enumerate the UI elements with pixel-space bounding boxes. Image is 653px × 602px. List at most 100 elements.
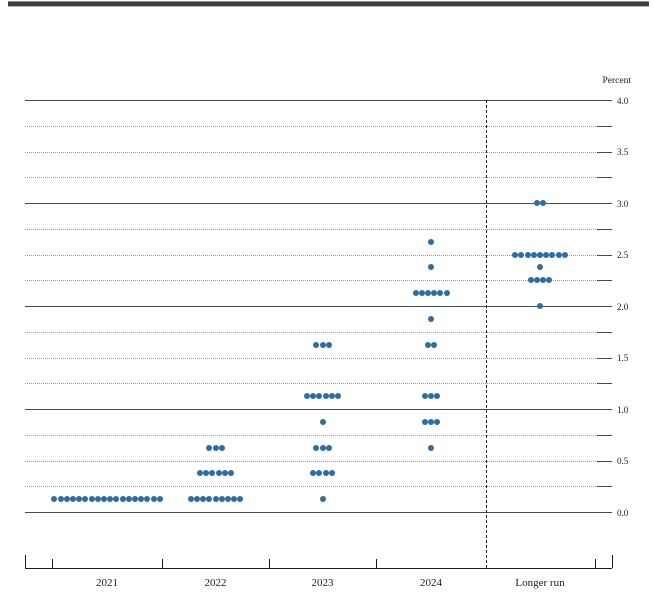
dot-2023-0.625 xyxy=(319,444,326,451)
x-axis-line xyxy=(25,568,612,569)
dot-2022-0.125 xyxy=(224,496,231,503)
dot-2024-2.125 xyxy=(424,290,431,297)
y-axis-tick-1.75 xyxy=(597,331,612,333)
dot-longer-run-2.5 xyxy=(537,251,543,258)
gridline-2.25 xyxy=(25,280,612,282)
dot-2022-0.625 xyxy=(212,444,219,451)
dot-2022-0.125 xyxy=(237,496,244,503)
dot-2021-0.125 xyxy=(88,496,95,503)
dot-2023-1.125 xyxy=(322,393,329,400)
y-axis-tick-2.75 xyxy=(597,228,612,230)
dot-2022-0.375 xyxy=(197,470,203,477)
dot-2024-1.125 xyxy=(428,393,434,400)
dot-2024-1.875 xyxy=(428,315,434,322)
dot-2023-1.625 xyxy=(319,341,326,348)
dot-2021-0.125 xyxy=(76,496,83,503)
dot-2024-2.125 xyxy=(418,290,425,297)
y-axis-tick-3.75 xyxy=(597,125,612,127)
dot-2021-0.125 xyxy=(94,496,101,503)
dot-2021-0.125 xyxy=(119,496,126,503)
gridline-1.5 xyxy=(25,357,612,359)
x-axis-label-longer-run: Longer run xyxy=(515,577,565,589)
dot-2022-0.375 xyxy=(221,470,228,477)
dot-2021-0.125 xyxy=(156,496,163,503)
dot-2023-1.625 xyxy=(313,341,320,348)
x-axis-label-2021: 2021 xyxy=(96,577,118,589)
dot-2024-2.125 xyxy=(412,290,419,297)
y-axis-title: Percent xyxy=(602,76,632,86)
y-axis-label-0.0: 0.0 xyxy=(617,507,629,518)
x-axis-label-2023: 2023 xyxy=(311,577,334,589)
y-axis-tick-2.5 xyxy=(597,254,612,256)
dot-2024-1.125 xyxy=(421,393,428,400)
dot-2023-1.125 xyxy=(310,393,317,400)
gridline-2.75 xyxy=(25,228,612,230)
dot-2023-0.875 xyxy=(319,418,326,425)
dot-2022-0.375 xyxy=(215,470,222,477)
dot-longer-run-2.5 xyxy=(512,251,519,258)
x-axis-label-2024: 2024 xyxy=(420,577,442,589)
dot-2023-1.125 xyxy=(335,393,341,400)
dot-2024-0.875 xyxy=(434,418,441,425)
dot-2023-1.125 xyxy=(316,393,323,400)
dot-2021-0.125 xyxy=(131,496,138,503)
dot-2023-1.125 xyxy=(328,393,335,400)
y-axis-label-1.0: 1.0 xyxy=(617,404,629,415)
dot-2023-0.375 xyxy=(310,470,317,477)
dot-2023-0.375 xyxy=(322,470,329,477)
dot-2021-0.125 xyxy=(57,496,64,503)
dot-2023-0.375 xyxy=(328,470,335,477)
dot-2023-0.125 xyxy=(319,496,326,503)
dot-2021-0.125 xyxy=(63,496,70,503)
dot-2024-0.875 xyxy=(421,418,428,425)
dot-2024-2.125 xyxy=(431,290,438,297)
dot-2021-0.125 xyxy=(125,496,132,503)
dot-2022-0.125 xyxy=(231,496,238,503)
dot-2022-0.625 xyxy=(218,444,225,451)
y-axis-tick-1.25 xyxy=(597,383,612,385)
dot-2024-0.875 xyxy=(428,418,434,425)
y-axis-tick-1.5 xyxy=(597,357,612,359)
dot-longer-run-3 xyxy=(533,200,540,206)
gridline-0.75 xyxy=(25,434,612,436)
gridline-1 xyxy=(25,409,612,410)
dot-2021-0.125 xyxy=(51,496,58,503)
dot-2022-0.125 xyxy=(193,496,200,503)
y-axis-label-3.0: 3.0 xyxy=(617,198,629,209)
dot-2023-0.375 xyxy=(316,470,323,477)
gridline-1.75 xyxy=(25,331,612,333)
y-axis-label-2.0: 2.0 xyxy=(617,301,629,312)
dot-2024-1.625 xyxy=(431,341,438,348)
x-axis-tick-2 xyxy=(269,559,270,568)
dot-longer-run-2.25 xyxy=(533,277,540,284)
dot-2021-0.125 xyxy=(100,496,107,503)
y-axis-tick-2.25 xyxy=(597,280,612,282)
dot-2023-0.625 xyxy=(313,444,320,451)
dot-2023-0.625 xyxy=(325,444,332,451)
dot-2021-0.125 xyxy=(138,496,145,503)
gridline-3.75 xyxy=(25,125,612,127)
dot-2022-0.125 xyxy=(218,496,225,503)
gridline-3.25 xyxy=(25,177,612,179)
x-axis-tick-0 xyxy=(52,559,53,568)
dot-2022-0.375 xyxy=(209,470,216,477)
gridline-4 xyxy=(25,100,612,101)
dot-2022-0.375 xyxy=(228,470,234,477)
dot-longer-run-2.25 xyxy=(540,277,547,284)
dot-2024-2.125 xyxy=(437,290,444,297)
x-axis-tick-1 xyxy=(162,559,163,568)
dot-longer-run-2.5 xyxy=(518,251,525,258)
y-axis-label-3.5: 3.5 xyxy=(617,147,629,157)
y-axis-label-2.5: 2.5 xyxy=(617,250,629,260)
gridline-0.25 xyxy=(25,486,612,488)
y-axis-tick-0.75 xyxy=(597,434,612,436)
gridline-3 xyxy=(25,203,612,204)
dot-2022-0.125 xyxy=(187,496,194,503)
gridline-2.5 xyxy=(25,254,612,256)
longer-run-separator xyxy=(486,100,487,568)
dot-2024-1.125 xyxy=(434,393,441,400)
x-axis-end-tick-1 xyxy=(612,555,613,568)
dot-2023-1.625 xyxy=(325,341,332,348)
dot-2024-2.625 xyxy=(428,238,434,245)
